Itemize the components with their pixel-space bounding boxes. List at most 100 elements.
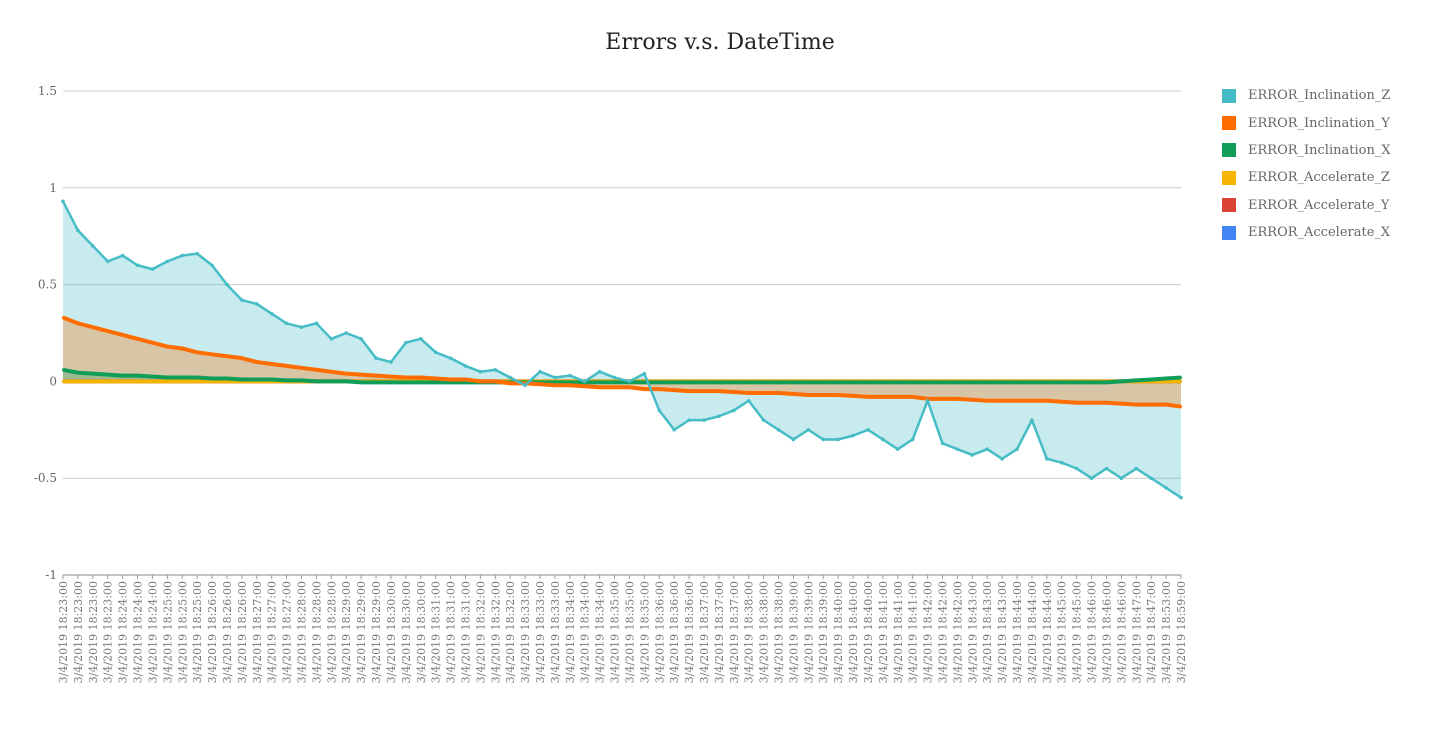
data-point	[1075, 381, 1078, 384]
data-point	[792, 381, 795, 384]
data-point	[1104, 466, 1109, 471]
x-tick-label: 3/4/2019 18:31:00	[459, 581, 472, 683]
x-tick-label: 3/4/2019 18:35:00	[623, 581, 636, 683]
data-point	[166, 345, 169, 348]
x-tick-label: 3/4/2019 18:44:00	[1026, 581, 1039, 683]
data-point	[300, 366, 303, 370]
data-point	[553, 375, 557, 380]
data-point	[418, 337, 423, 341]
x-tick-label: 3/4/2019 18:39:00	[802, 581, 815, 683]
data-point	[463, 364, 468, 368]
x-tick-label: 3/4/2019 18:25:00	[176, 581, 189, 683]
legend-swatch	[1222, 170, 1236, 185]
data-point	[717, 389, 721, 393]
data-point	[255, 378, 258, 381]
data-point	[687, 381, 691, 384]
data-point	[225, 282, 229, 287]
data-point	[389, 360, 393, 364]
data-point	[971, 398, 974, 401]
data-point	[76, 322, 80, 325]
data-point	[374, 374, 378, 377]
data-point	[643, 381, 646, 384]
x-tick-label: 3/4/2019 18:59:00	[1175, 581, 1188, 683]
data-point	[1045, 399, 1049, 402]
data-point	[344, 331, 349, 335]
x-tick-label: 3/4/2019 18:34:00	[594, 581, 607, 683]
data-point	[478, 369, 483, 374]
data-point	[509, 382, 512, 385]
data-point	[180, 253, 185, 258]
data-point	[359, 337, 363, 341]
data-point	[926, 381, 929, 384]
x-tick-label: 3/4/2019 18:31:00	[445, 581, 458, 683]
data-point	[776, 428, 781, 432]
data-point	[195, 251, 199, 256]
data-point	[91, 244, 95, 248]
data-point	[538, 383, 542, 386]
y-tick-label: -1	[45, 568, 57, 582]
data-point	[717, 414, 721, 419]
x-tick-label: 3/4/2019 18:26:00	[236, 581, 249, 683]
data-point	[285, 364, 288, 368]
x-tick-label: 3/4/2019 18:36:00	[683, 581, 696, 683]
data-point	[210, 380, 214, 383]
data-point	[910, 437, 915, 442]
legend-item[interactable]: ERROR_Accelerate_X	[1222, 219, 1391, 246]
legend-item[interactable]: ERROR_Inclination_X	[1222, 137, 1391, 164]
data-point	[150, 267, 155, 271]
data-point	[508, 375, 512, 380]
data-point	[76, 228, 80, 233]
data-point	[553, 381, 557, 384]
legend-item[interactable]: ERROR_Accelerate_Y	[1222, 192, 1391, 219]
data-point	[1059, 460, 1064, 465]
x-tick-label: 3/4/2019 18:25:00	[161, 581, 174, 683]
legend-item[interactable]: ERROR_Inclination_Z	[1222, 82, 1391, 109]
data-point	[1164, 403, 1168, 406]
legend-item[interactable]: ERROR_Accelerate_Z	[1222, 164, 1391, 191]
x-tick-label: 3/4/2019 18:42:00	[936, 581, 949, 683]
x-tick-label: 3/4/2019 18:34:00	[564, 581, 577, 683]
line-error-inclination-x	[62, 367, 1182, 385]
x-tick-label: 3/4/2019 18:23:00	[87, 581, 100, 683]
data-point	[658, 387, 661, 391]
data-point	[433, 350, 438, 355]
data-point	[956, 397, 959, 401]
data-point	[702, 381, 706, 384]
x-tick-label: 3/4/2019 18:27:00	[281, 581, 294, 683]
x-tick-label: 3/4/2019 18:46:00	[1115, 581, 1128, 683]
data-point	[822, 381, 825, 384]
data-point	[568, 373, 572, 378]
data-point	[955, 447, 960, 451]
data-point	[225, 377, 229, 380]
data-point	[598, 386, 601, 389]
x-tick-label: 3/4/2019 18:29:00	[355, 581, 368, 683]
data-point	[91, 380, 95, 383]
data-point	[672, 381, 676, 384]
data-point	[345, 380, 348, 383]
x-tick-label: 3/4/2019 18:43:00	[966, 581, 979, 683]
data-point	[121, 374, 124, 377]
y-tick-label: 1.5	[38, 84, 57, 98]
x-tick-label: 3/4/2019 18:24:00	[132, 581, 145, 683]
legend-item[interactable]: ERROR_Inclination_Y	[1222, 109, 1391, 136]
data-point	[941, 381, 944, 384]
series-lines	[61, 199, 1183, 500]
x-tick-label: 3/4/2019 18:47:00	[1130, 581, 1143, 683]
data-point	[911, 381, 914, 384]
x-axis: 3/4/2019 18:23:00 3/4/2019 18:23:00 3/4/20…	[57, 575, 1188, 683]
data-point	[1135, 403, 1138, 406]
data-point	[151, 341, 154, 344]
data-point	[449, 378, 452, 381]
data-point	[240, 298, 244, 302]
x-tick-label: 3/4/2019 18:42:00	[922, 581, 935, 683]
data-point	[181, 380, 184, 383]
data-point	[568, 381, 572, 384]
data-point	[330, 380, 333, 383]
data-point	[1179, 376, 1183, 379]
data-point	[672, 428, 676, 432]
data-point	[940, 441, 945, 446]
data-point	[762, 391, 765, 395]
data-point	[1105, 401, 1108, 404]
data-point	[866, 428, 870, 432]
data-point	[76, 380, 80, 383]
